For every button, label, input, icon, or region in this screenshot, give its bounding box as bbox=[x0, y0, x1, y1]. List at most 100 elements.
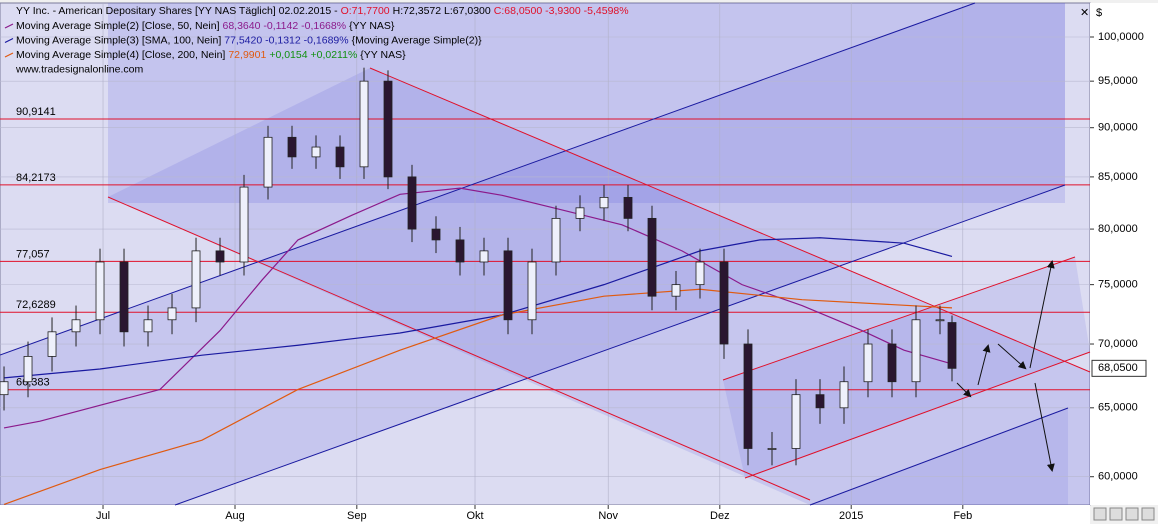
trend-lines bbox=[0, 2, 1091, 506]
candle-body bbox=[287, 136, 297, 158]
arrow bbox=[956, 382, 972, 398]
candle-body bbox=[671, 284, 681, 297]
header-line: YY Inc. - American Depositary Shares [YY… bbox=[16, 5, 629, 17]
candle-body bbox=[575, 207, 585, 219]
candle-body bbox=[791, 394, 801, 449]
candle-body bbox=[839, 381, 849, 409]
trend-line bbox=[369, 67, 1091, 373]
x-tick-label: Feb bbox=[953, 510, 972, 522]
level-label: 72,6289 bbox=[16, 299, 56, 311]
tool-button[interactable] bbox=[1109, 507, 1123, 521]
x-tick-label: Dez bbox=[710, 510, 730, 522]
level-label: 90,9141 bbox=[16, 106, 56, 118]
legend-swatch bbox=[4, 52, 14, 58]
axes: 60,0000 65,0000 70,0000 75,0000 80,0000 85,00… bbox=[96, 7, 1147, 522]
legend-value: 68,3640 -0,1142 -0,1668% bbox=[223, 20, 347, 32]
candle-body bbox=[863, 343, 873, 383]
level-label: 77,057 bbox=[16, 248, 50, 260]
trend-line bbox=[0, 2, 976, 356]
candle-body bbox=[335, 146, 345, 168]
y-tick-label: 90,0000 bbox=[1098, 122, 1138, 134]
arrow bbox=[997, 343, 1027, 370]
arrow bbox=[1034, 382, 1055, 472]
trend-line bbox=[722, 256, 1076, 381]
legend-value: {YY NAS} bbox=[360, 49, 406, 61]
candle-body bbox=[503, 250, 513, 321]
candle-body bbox=[647, 217, 657, 297]
watermark: www.tradesignalonline.com bbox=[15, 63, 143, 75]
legend-value: 72,9901 bbox=[228, 49, 266, 61]
x-tick-label: Sep bbox=[347, 510, 367, 522]
arrow bbox=[1029, 260, 1055, 369]
legend-value: +0,0154 +0,0211% bbox=[269, 49, 357, 61]
time-axis-area bbox=[0, 505, 1090, 524]
candle-body bbox=[0, 381, 9, 396]
legend-swatch bbox=[4, 23, 14, 29]
close-icon[interactable]: ✕ bbox=[1080, 7, 1089, 19]
header-line: Moving Average Simple(3) [SMA, 100, Nein… bbox=[16, 34, 482, 46]
y-tick-label: 65,0000 bbox=[1098, 402, 1138, 414]
candle-body bbox=[935, 319, 945, 322]
legend-value: {YY NAS} bbox=[349, 20, 395, 32]
trend-line bbox=[107, 196, 811, 501]
last-price-label: 68,0500 bbox=[1098, 362, 1138, 374]
x-tick-label: 2015 bbox=[839, 510, 863, 522]
y-tick-label: 85,0000 bbox=[1098, 171, 1138, 183]
candle-body bbox=[911, 319, 921, 383]
price-axis-area bbox=[1090, 3, 1158, 505]
plot-area bbox=[0, 2, 1091, 506]
tool-button[interactable] bbox=[1125, 507, 1139, 521]
candle-body bbox=[479, 250, 489, 263]
trend-line bbox=[809, 407, 1069, 506]
tool-button[interactable] bbox=[1141, 507, 1155, 521]
candle-body bbox=[599, 196, 609, 209]
grid bbox=[0, 3, 1090, 505]
candle-body bbox=[815, 394, 825, 409]
y-tick-label: 60,0000 bbox=[1098, 471, 1138, 483]
candle-body bbox=[23, 356, 33, 383]
candle-body bbox=[719, 261, 729, 345]
y-tick-label: 95,0000 bbox=[1098, 75, 1138, 87]
candle-body bbox=[767, 448, 777, 450]
candle-body bbox=[71, 319, 81, 333]
tool-button[interactable] bbox=[1093, 507, 1107, 521]
y-tick-label: 75,0000 bbox=[1098, 279, 1138, 291]
trend-line bbox=[744, 351, 1091, 479]
legend-value: {Moving Average Simple(2)} bbox=[352, 34, 482, 46]
header: YY Inc. - American Depositary Shares [YY… bbox=[4, 5, 629, 75]
y-tick-label: 70,0000 bbox=[1098, 338, 1138, 350]
candle-body bbox=[359, 80, 369, 168]
legend-name: Moving Average Simple(2) [Close, 50, Nei… bbox=[16, 20, 220, 32]
level-label: 66,383 bbox=[16, 377, 50, 389]
candle-body bbox=[551, 217, 561, 263]
x-tick-label: Aug bbox=[225, 510, 245, 522]
candles bbox=[0, 67, 957, 466]
arrows bbox=[956, 260, 1055, 472]
legend-name: Moving Average Simple(3) [SMA, 100, Nein… bbox=[16, 34, 221, 46]
legend-swatch bbox=[4, 37, 14, 44]
legend-name: Moving Average Simple(4) [Close, 200, Ne… bbox=[16, 49, 225, 61]
trend-line bbox=[174, 184, 1066, 506]
moving-averages bbox=[3, 187, 953, 505]
arrow bbox=[977, 344, 991, 386]
ohlc-summary: O:71,7700 bbox=[341, 5, 390, 17]
candle-body bbox=[47, 331, 57, 357]
x-tick-label: Nov bbox=[598, 510, 618, 522]
ma-line bbox=[3, 288, 953, 505]
candle-body bbox=[743, 343, 753, 449]
candle-body bbox=[95, 261, 105, 321]
y-tick-label: 80,0000 bbox=[1098, 223, 1138, 235]
candle-body bbox=[623, 196, 633, 219]
candle-body bbox=[947, 322, 957, 369]
last-price-box bbox=[1091, 359, 1147, 377]
candle-body bbox=[191, 250, 201, 309]
chart-title: YY Inc. - American Depositary Shares [YY… bbox=[16, 5, 338, 17]
toolbar bbox=[1093, 507, 1155, 521]
ohlc-summary: C:68,0500 -3,9300 -5,4598% bbox=[494, 5, 629, 17]
header-line: Moving Average Simple(2) [Close, 50, Nei… bbox=[16, 20, 395, 32]
ohlc-summary: H:72,3572 L:67,0300 bbox=[393, 5, 491, 17]
candle-body bbox=[311, 146, 321, 158]
candle-body bbox=[119, 261, 129, 333]
candle-body bbox=[431, 228, 441, 241]
